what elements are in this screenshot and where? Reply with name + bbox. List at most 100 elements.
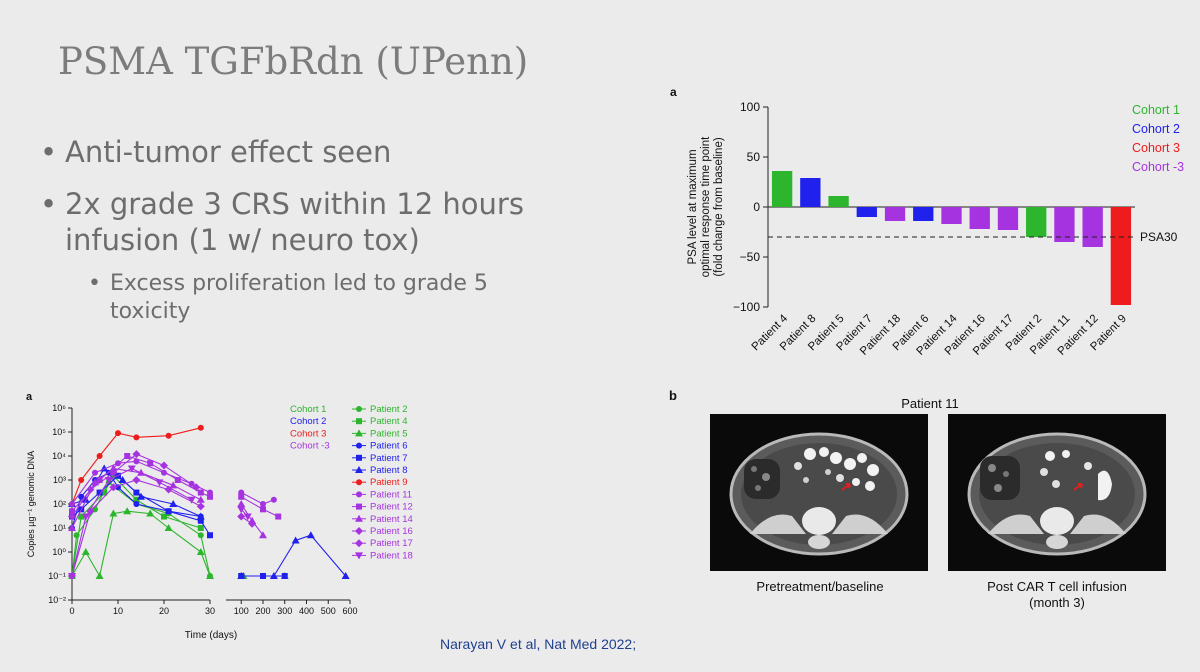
bar xyxy=(771,171,793,207)
x-axis-label: Time (days) xyxy=(185,630,237,641)
series-patient-17 xyxy=(68,476,257,580)
bar xyxy=(1082,207,1103,247)
data-point xyxy=(291,536,300,544)
data-point xyxy=(196,548,205,555)
series-patient-12 xyxy=(69,453,282,520)
y-axis-label-line: (fold change from baseline) xyxy=(713,137,725,277)
data-point xyxy=(78,513,85,520)
panel-letter-a: a xyxy=(26,391,33,403)
y-tick-label: 10⁵ xyxy=(52,427,66,437)
legend-entry: Patient 17 xyxy=(352,538,413,549)
sub-bullet-proliferation: • Excess proliferation led to grade 5 to… xyxy=(88,270,488,326)
legend-label: Patient 4 xyxy=(370,416,408,427)
data-point xyxy=(197,424,204,431)
series-patient-16 xyxy=(68,450,201,521)
y-tick-label: 10³ xyxy=(53,475,66,485)
data-point xyxy=(124,453,131,459)
data-point xyxy=(243,513,252,521)
data-point xyxy=(355,429,363,437)
legend-label: Patient 12 xyxy=(370,502,413,513)
panel-letter-a: a xyxy=(670,85,677,99)
panel-letter-b: b xyxy=(669,388,677,403)
series-patient-5 xyxy=(68,507,289,579)
data-point xyxy=(137,492,145,500)
bullet-text: Anti-tumor effect seen xyxy=(65,135,392,169)
legend-entry: Patient 2 xyxy=(352,404,408,415)
psa-waterfall-chart: a 100 50 0 −50 −100 PSA level at maximumoptima… xyxy=(670,85,1184,358)
y-tick-label: 100 xyxy=(740,100,760,114)
legend-entry: Patient 18 xyxy=(352,550,413,561)
data-point xyxy=(118,476,127,483)
data-point xyxy=(69,508,75,515)
bullet-marker: • xyxy=(40,187,58,221)
x-tick-label: 600 xyxy=(342,606,357,616)
series-line xyxy=(71,479,202,577)
series-patient-7 xyxy=(69,472,288,579)
legend-label: Patient 16 xyxy=(370,526,413,537)
bar xyxy=(856,207,877,217)
data-point xyxy=(109,509,118,517)
y-axis-label: PSA level at maximumoptimal response tim… xyxy=(687,136,725,277)
bar xyxy=(1054,207,1075,242)
data-point xyxy=(259,501,266,507)
data-point xyxy=(206,572,214,579)
series-line xyxy=(71,467,192,577)
data-point xyxy=(355,552,363,560)
legend-entry: Patient 6 xyxy=(352,441,408,452)
legend-label: Patient 7 xyxy=(370,453,408,464)
legend-label: Patient 6 xyxy=(370,441,408,452)
y-tick-label: 10¹ xyxy=(53,523,66,533)
cohort-legend-item: Cohort 2 xyxy=(290,416,326,427)
data-point xyxy=(248,519,257,528)
x-tick-label: 200 xyxy=(255,606,270,616)
legend-label: Patient 9 xyxy=(370,477,408,488)
data-point xyxy=(164,485,173,494)
series-patient-8 xyxy=(68,464,350,579)
bar xyxy=(828,196,849,207)
data-point xyxy=(197,489,204,496)
bullet-marker: • xyxy=(40,135,58,169)
data-point xyxy=(115,430,121,437)
car-t-expansion-chart: a 10⁶ 10⁵ 10⁴ 10³ 10² 10¹ 10⁰ 10⁻¹ 10⁻² Copies µg⁻… xyxy=(26,391,413,641)
data-point xyxy=(169,481,178,489)
data-point xyxy=(196,512,205,520)
legend-label: Patient 14 xyxy=(370,514,413,525)
data-point xyxy=(196,495,205,503)
series-line xyxy=(71,510,211,578)
data-point xyxy=(356,454,362,461)
data-point xyxy=(81,548,90,555)
data-point xyxy=(237,500,246,507)
y-tick-label: 10⁶ xyxy=(52,403,66,413)
data-point xyxy=(132,450,141,459)
x-tick-label: 400 xyxy=(299,606,314,616)
ct-caption-line: Pretreatment/baseline xyxy=(756,579,884,594)
bullet-marker: • xyxy=(88,271,101,296)
data-point xyxy=(356,406,362,412)
data-point xyxy=(155,479,164,487)
legend-item: Cohort 2 xyxy=(1132,122,1180,136)
x-tick-label: 500 xyxy=(321,606,336,616)
data-point xyxy=(356,442,362,449)
series-line xyxy=(71,481,211,577)
bar xyxy=(969,207,990,229)
data-point xyxy=(259,506,266,513)
ct-scan-baseline xyxy=(710,414,928,571)
y-tick-label: 10⁻¹ xyxy=(48,571,66,581)
data-point xyxy=(275,513,282,520)
ct-caption-post: Post CAR T cell infusion (month 3) xyxy=(937,579,1177,611)
data-point xyxy=(109,483,118,492)
bar xyxy=(884,207,906,221)
legend-entry: Patient 16 xyxy=(352,526,413,537)
data-point xyxy=(187,496,196,504)
data-point xyxy=(104,477,113,484)
data-point xyxy=(109,468,118,477)
ct-caption-baseline: Pretreatment/baseline xyxy=(700,579,940,595)
data-point xyxy=(96,453,103,459)
data-point xyxy=(356,491,362,498)
bar xyxy=(913,207,934,221)
x-tick-label: 300 xyxy=(277,606,292,616)
bullet-anti-tumor: • Anti-tumor effect seen xyxy=(40,134,391,170)
data-point xyxy=(161,513,167,520)
data-point xyxy=(133,501,140,507)
x-tick-label: 100 xyxy=(234,606,249,616)
